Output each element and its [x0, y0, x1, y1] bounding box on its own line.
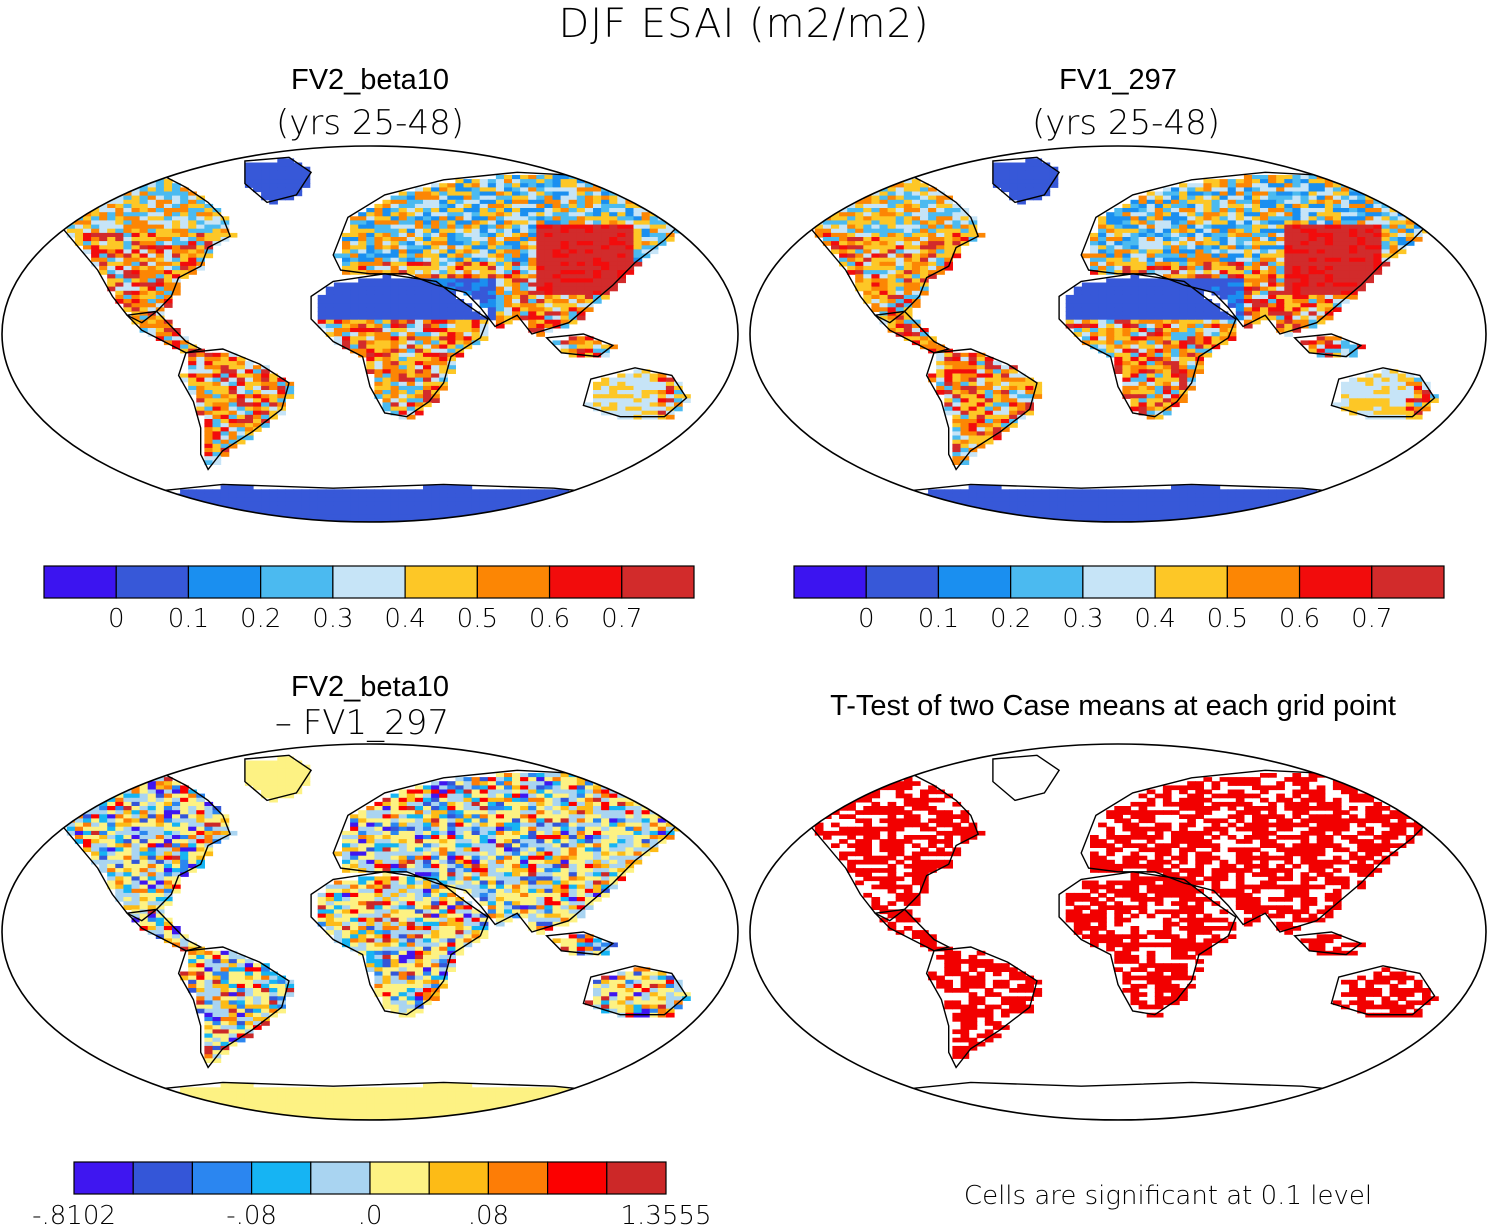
colorbar-tick-label: 0.5 [1207, 606, 1248, 632]
colorbar-tick-label: 0.2 [990, 606, 1031, 632]
colorbar-swatch [370, 1162, 429, 1194]
colorbar-tick-label: -.08 [226, 1203, 277, 1229]
colorbar-swatch [1155, 566, 1227, 598]
colorbar-tick-label: 0.7 [601, 606, 642, 632]
map-panel-esai-fv1 [750, 146, 1486, 523]
colorbar-swatch [550, 566, 622, 598]
colorbar-swatch [1372, 566, 1444, 598]
colorbar-tick-label: 0.7 [1351, 606, 1392, 632]
colorbar-swatch [622, 566, 694, 598]
colorbar-tick-label: 0.6 [529, 606, 570, 632]
colorbar-swatch [133, 1162, 192, 1194]
colorbar-swatch [44, 566, 116, 598]
colorbar-tick-label: .0 [358, 1203, 383, 1229]
map-panel-ttest [750, 744, 1486, 1120]
colorbar-swatch [252, 1162, 311, 1194]
map-panel-difference [2, 744, 738, 1121]
colorbar-swatch [1011, 566, 1083, 598]
colorbar-tick-label: 0.4 [1134, 606, 1175, 632]
colorbar-esai-fv2 [44, 566, 694, 598]
colorbar-swatch [74, 1162, 133, 1194]
colorbar-tick-label: 1.3555 [621, 1203, 712, 1229]
colorbar-swatch [1300, 566, 1372, 598]
colorbar-tick-label: .08 [468, 1203, 509, 1229]
colorbar-swatch [1227, 566, 1299, 598]
colorbar-difference [74, 1162, 666, 1194]
colorbar-swatch [477, 566, 549, 598]
colorbar-swatch [866, 566, 938, 598]
colorbar-swatch [188, 566, 260, 598]
colorbar-tick-label: 0.2 [240, 606, 281, 632]
colorbar-swatch [488, 1162, 547, 1194]
colorbar-swatch [116, 566, 188, 598]
significance-note: Cells are significant at 0.1 level [964, 1183, 1372, 1209]
colorbar-swatch [607, 1162, 666, 1194]
colorbar-swatch [548, 1162, 607, 1194]
colorbar-tick-label: 0.5 [457, 606, 498, 632]
colorbar-swatch [333, 566, 405, 598]
colorbar-swatch [429, 1162, 488, 1194]
colorbar-tick-label: 0.6 [1279, 606, 1320, 632]
colorbar-tick-label: 0.4 [384, 606, 425, 632]
colorbar-swatch [1083, 566, 1155, 598]
colorbar-swatch [794, 566, 866, 598]
colorbar-tick-label: 0.1 [168, 606, 209, 632]
colorbar-swatch [938, 566, 1010, 598]
colorbar-swatch [405, 566, 477, 598]
colorbar-tick-label: -.8102 [32, 1203, 116, 1229]
colorbar-swatch [311, 1162, 370, 1194]
colorbar-tick-label: 0.3 [312, 606, 353, 632]
colorbar-tick-label: 0.1 [918, 606, 959, 632]
colorbar-tick-label: 0 [108, 606, 125, 632]
colorbar-tick-label: 0.3 [1062, 606, 1103, 632]
colorbar-swatch [192, 1162, 251, 1194]
colorbar-tick-label: 0 [858, 606, 875, 632]
colorbar-swatch [261, 566, 333, 598]
colorbar-esai-fv1 [794, 566, 1444, 598]
map-panel-esai-fv2 [2, 146, 738, 523]
